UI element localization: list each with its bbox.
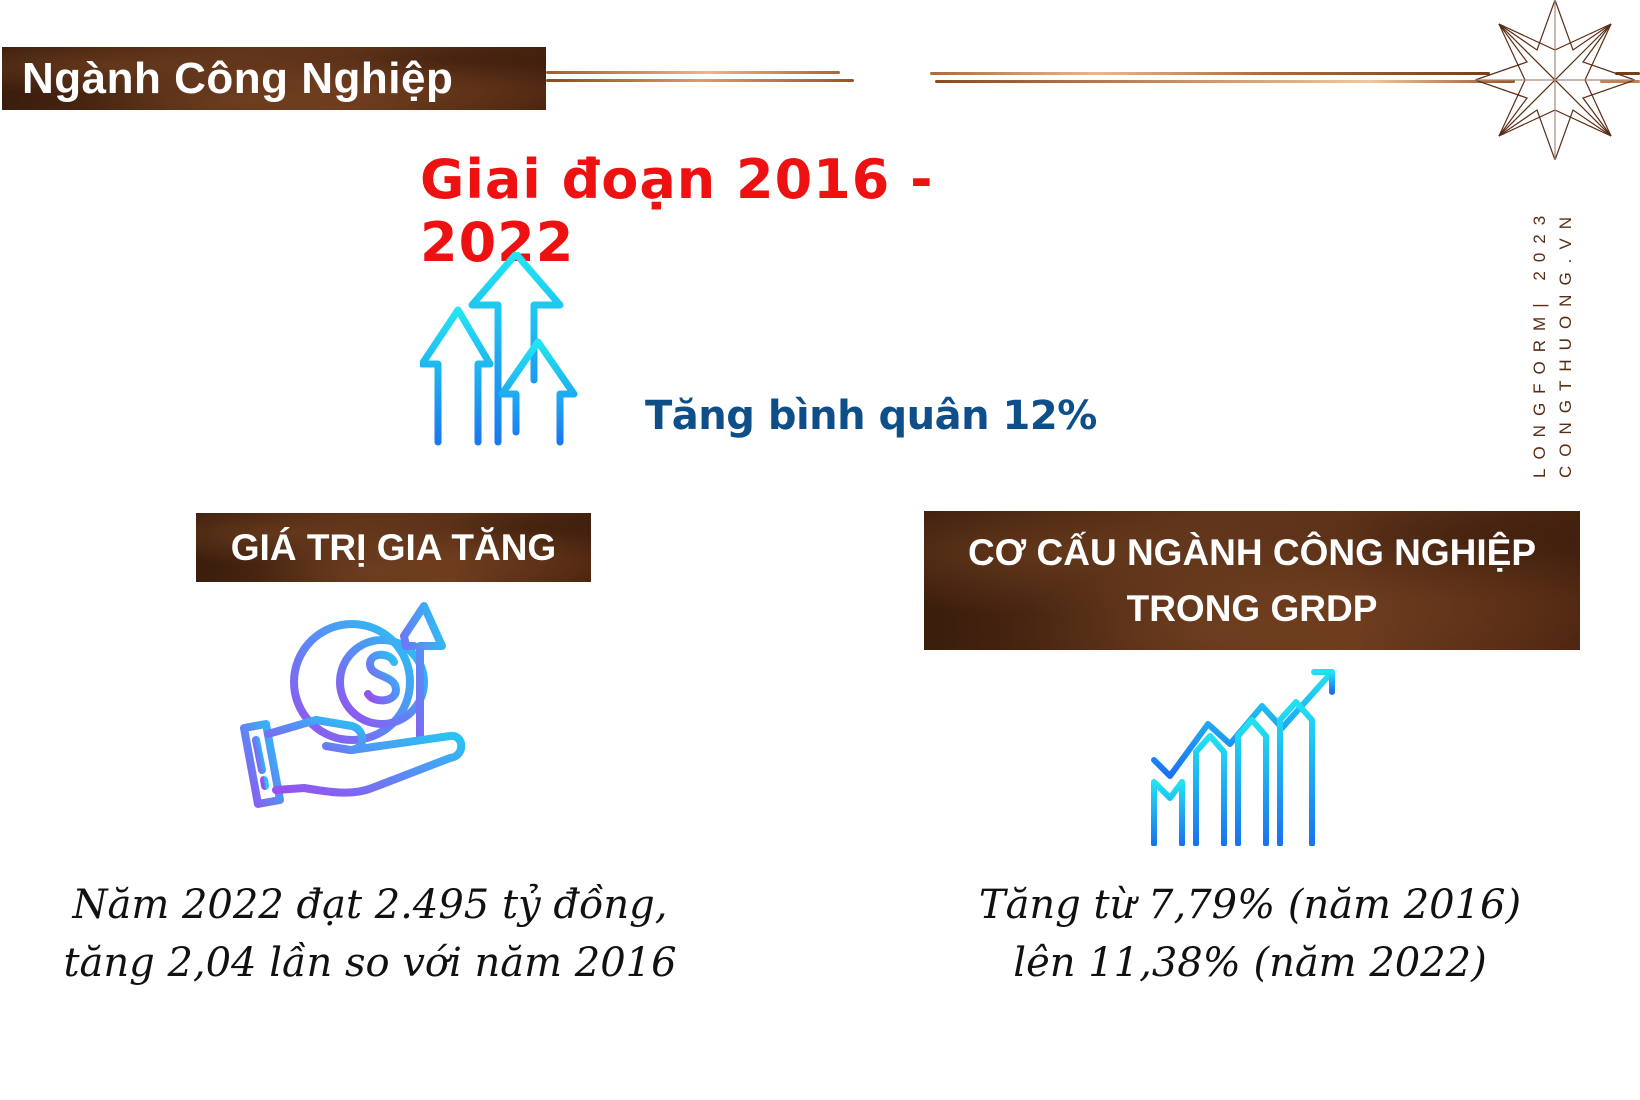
watermark-site: CONGTHUONG.VN — [1556, 208, 1575, 478]
structure-heading-line1: CƠ CẤU NGÀNH CÔNG NGHIỆP — [967, 531, 1537, 573]
bar-chart-growth-icon — [1151, 669, 1335, 846]
page-title: Ngành Công Nghiệp — [22, 53, 454, 103]
value-added-caption: Năm 2022 đạt 2.495 tỷ đồng, tăng 2,04 lầ… — [40, 876, 700, 992]
decorative-line — [1615, 72, 1640, 75]
hand-money-up-icon — [240, 602, 466, 808]
structure-caption-line1: Tăng từ 7,79% (năm 2016) — [978, 882, 1522, 928]
structure-caption-line2: lên 11,38% (năm 2022) — [1013, 940, 1487, 986]
average-growth-text: Tăng bình quân 12% — [645, 393, 1097, 439]
watermark-longform: LONGFORM| 2023 — [1530, 206, 1549, 478]
value-added-heading: GIÁ TRỊ GIA TĂNG — [230, 526, 557, 568]
decorative-line — [546, 79, 854, 82]
title-banner: Ngành Công Nghiệp — [2, 47, 546, 110]
structure-banner: CƠ CẤU NGÀNH CÔNG NGHIỆP TRONG GRDP — [924, 511, 1580, 650]
structure-heading-line2: TRONG GRDP — [1126, 587, 1378, 629]
value-added-caption-line1: Năm 2022 đạt 2.495 tỷ đồng, — [72, 882, 668, 928]
value-added-banner: GIÁ TRỊ GIA TĂNG — [196, 513, 591, 582]
decorative-line — [546, 71, 840, 74]
period-heading: Giai đoạn 2016 - 2022 — [420, 148, 934, 274]
decorative-line — [935, 80, 1515, 83]
decorative-line — [930, 72, 1490, 75]
three-up-arrows-icon — [420, 252, 578, 446]
compass-star-icon — [1475, 0, 1635, 160]
structure-caption: Tăng từ 7,79% (năm 2016) lên 11,38% (năm… — [960, 876, 1540, 992]
decorative-line — [1600, 80, 1640, 83]
value-added-caption-line2: tăng 2,04 lần so với năm 2016 — [63, 940, 677, 986]
